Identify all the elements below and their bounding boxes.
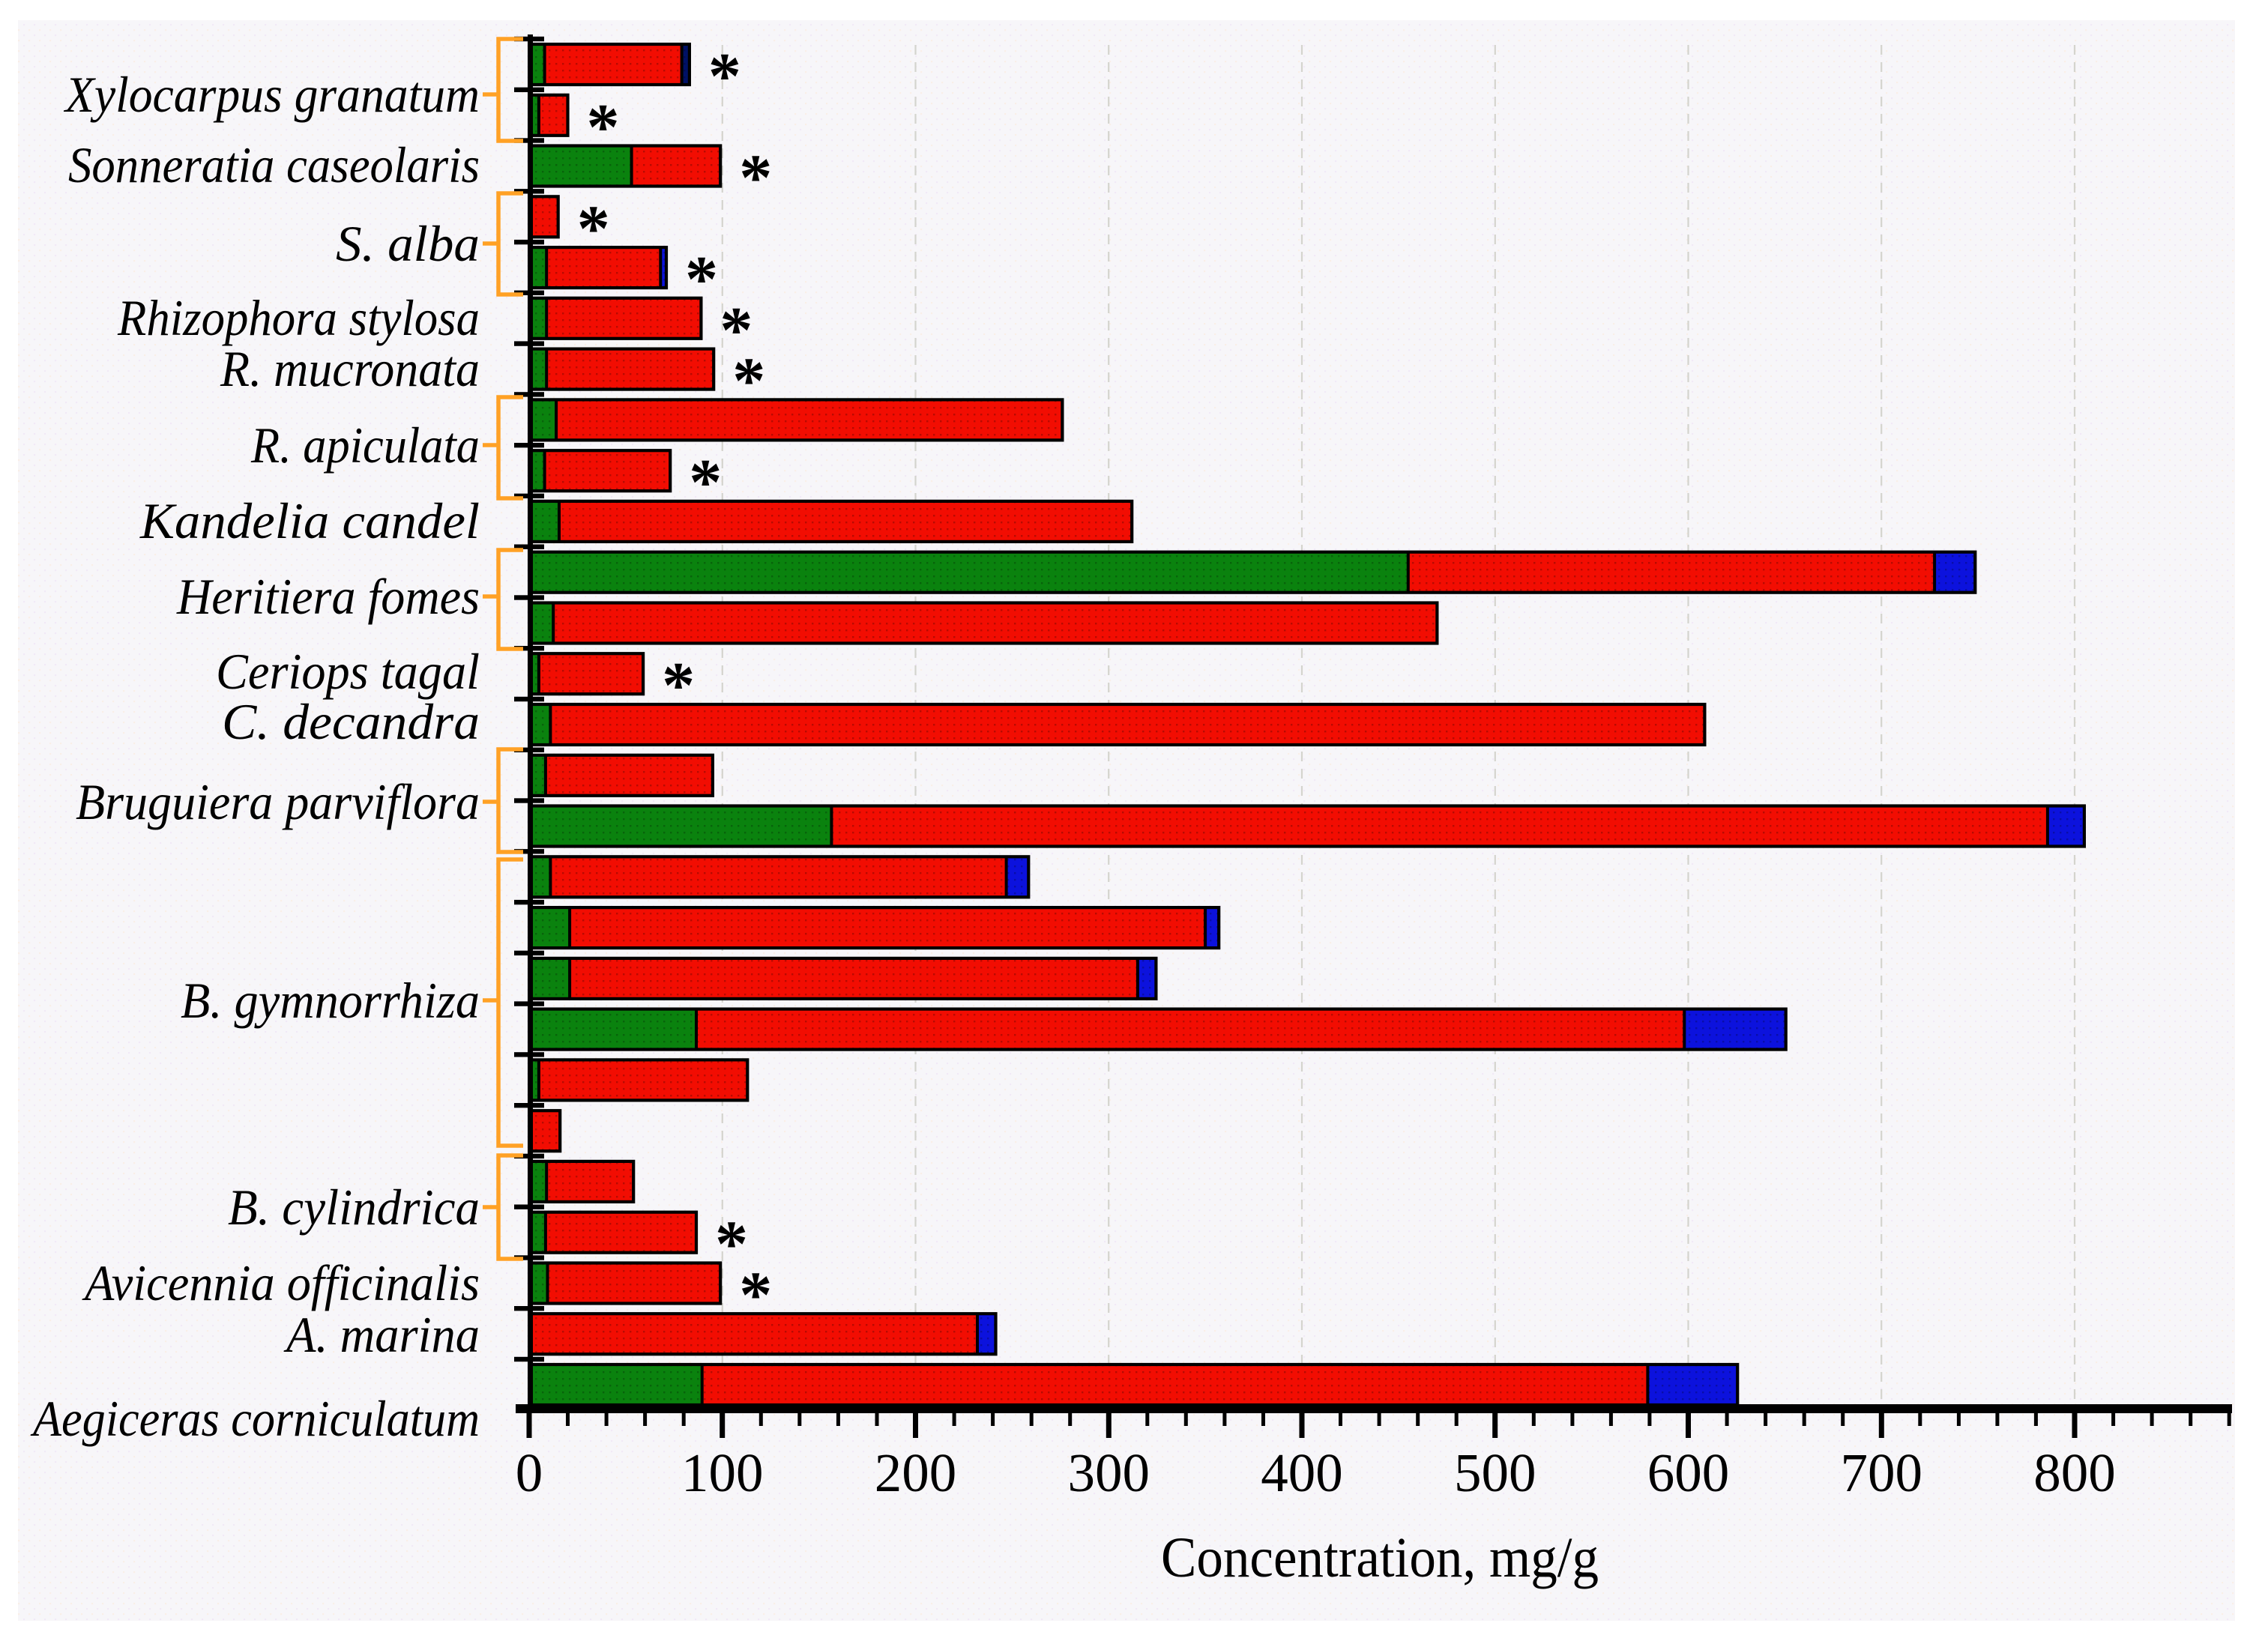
svg-text:S. alba: S. alba: [336, 215, 480, 272]
svg-text:C. decandra: C. decandra: [222, 693, 480, 750]
svg-text:*: *: [689, 447, 722, 519]
svg-text:200: 200: [875, 1442, 957, 1503]
svg-text:Aegiceras corniculatum: Aegiceras corniculatum: [30, 1390, 480, 1447]
svg-text:*: *: [587, 91, 620, 164]
svg-text:600: 600: [1647, 1442, 1730, 1503]
svg-text:A. marina: A. marina: [283, 1306, 480, 1363]
svg-text:Xylocarpus granatum: Xylocarpus granatum: [63, 66, 480, 123]
svg-text:400: 400: [1261, 1442, 1343, 1503]
svg-text:Kandelia candel: Kandelia candel: [139, 492, 480, 549]
svg-text:Heritiera fomes: Heritiera fomes: [176, 568, 480, 625]
svg-text:*: *: [708, 40, 741, 113]
svg-text:700: 700: [1840, 1442, 1922, 1503]
svg-text:500: 500: [1454, 1442, 1536, 1503]
svg-text:*: *: [739, 142, 772, 215]
svg-text:*: *: [577, 193, 610, 265]
svg-text:B. gymnorrhiza: B. gymnorrhiza: [181, 972, 480, 1029]
svg-text:*: *: [685, 244, 718, 316]
svg-text:800: 800: [2033, 1442, 2116, 1503]
svg-text:*: *: [720, 294, 753, 367]
svg-text:Ceriops tagal: Ceriops tagal: [216, 643, 480, 700]
svg-text:Sonneratia caseolaris: Sonneratia caseolaris: [68, 136, 480, 193]
svg-text:R. apiculata: R. apiculata: [250, 417, 480, 474]
svg-text:B. cylindrica: B. cylindrica: [228, 1179, 480, 1236]
svg-text:*: *: [662, 650, 695, 722]
svg-text:Bruguiera parviflora: Bruguiera parviflora: [76, 773, 480, 830]
svg-text:*: *: [715, 1209, 748, 1281]
svg-text:R. mucronata: R. mucronata: [220, 340, 480, 397]
svg-text:Avicennia officinalis: Avicennia officinalis: [82, 1254, 480, 1311]
svg-text:100: 100: [681, 1442, 764, 1503]
svg-text:*: *: [739, 1260, 772, 1332]
svg-text:Concentration, mg/g: Concentration, mg/g: [1161, 1526, 1599, 1589]
svg-text:Rhizophora stylosa: Rhizophora stylosa: [117, 289, 480, 346]
svg-text:0: 0: [516, 1442, 543, 1503]
svg-text:*: *: [732, 345, 765, 418]
svg-text:300: 300: [1067, 1442, 1150, 1503]
